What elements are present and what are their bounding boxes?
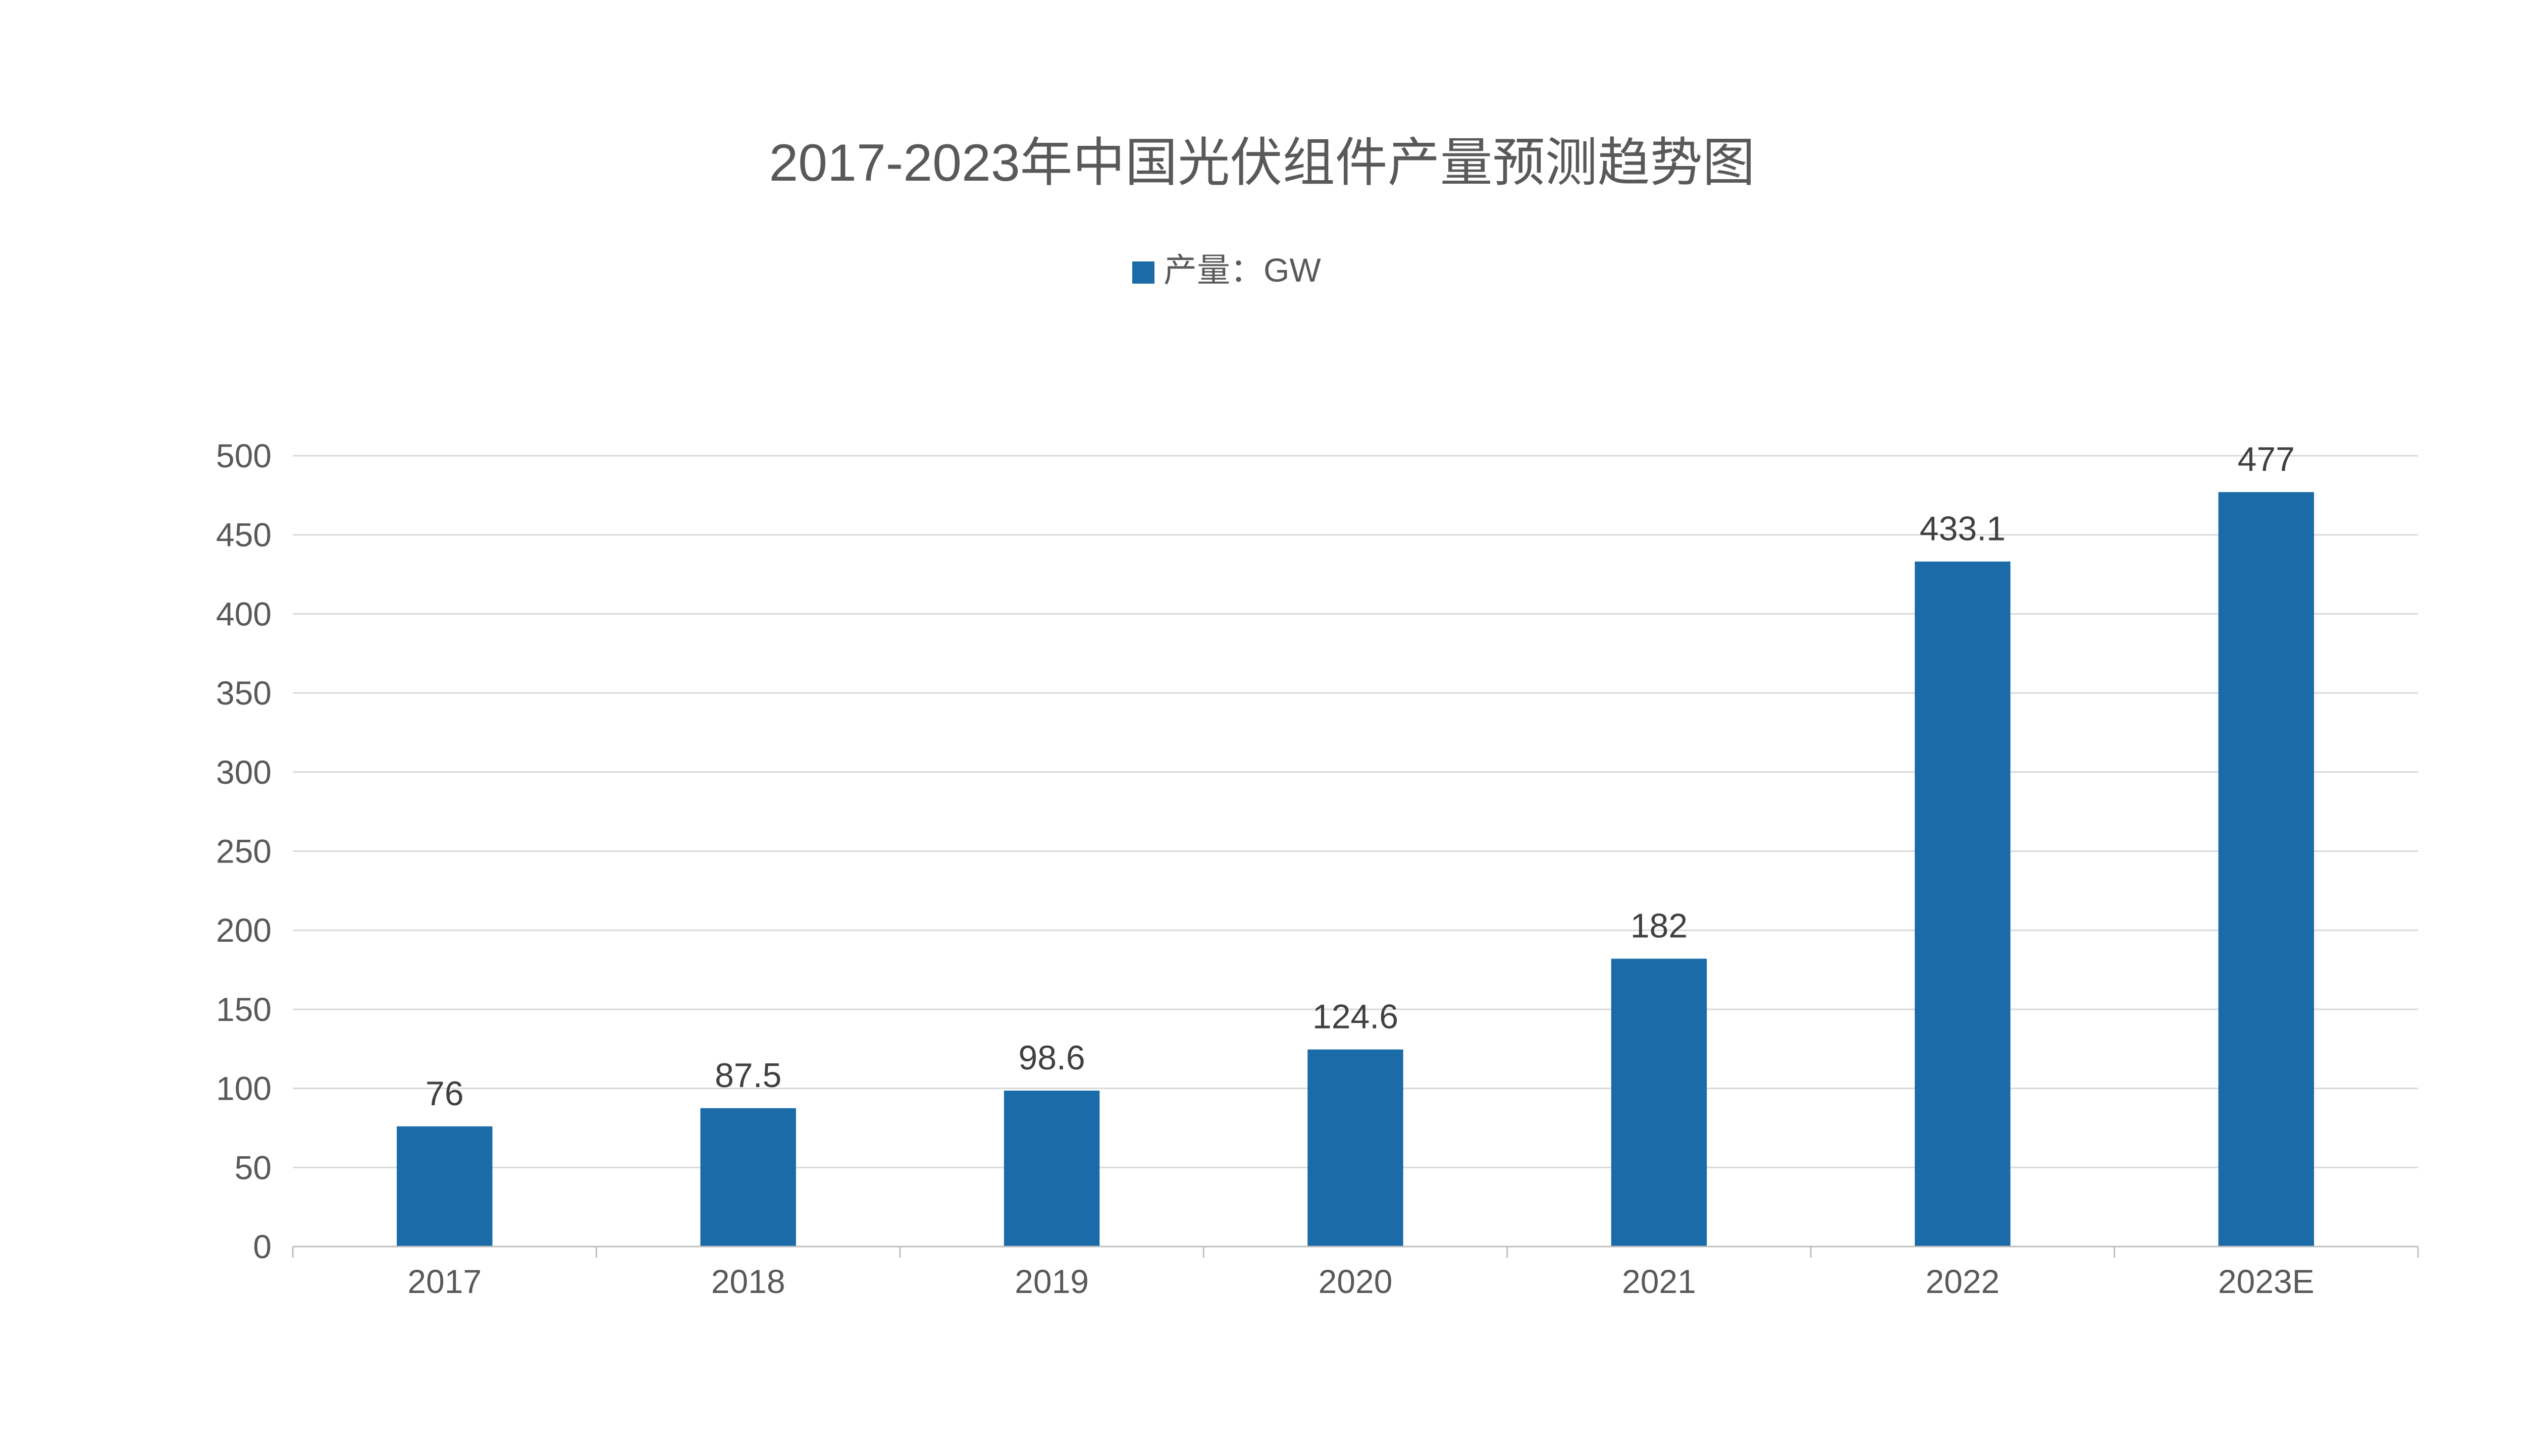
legend: 产量：GW bbox=[1132, 251, 1321, 289]
data-label-2020: 124.6 bbox=[1312, 998, 1398, 1036]
x-tick-label-2022: 2022 bbox=[1925, 1263, 2000, 1300]
y-tick-label: 350 bbox=[216, 674, 272, 712]
legend-swatch bbox=[1132, 261, 1154, 284]
x-tick-label-2019: 2019 bbox=[1015, 1263, 1089, 1300]
y-tick-label: 450 bbox=[216, 516, 272, 554]
y-tick-label: 50 bbox=[235, 1149, 272, 1186]
bar-2022 bbox=[1915, 561, 2011, 1247]
y-tick-label: 400 bbox=[216, 595, 272, 632]
bars bbox=[396, 492, 2315, 1247]
x-tick-label-2021: 2021 bbox=[1622, 1263, 1696, 1300]
bar-2018 bbox=[700, 1108, 796, 1247]
bar-2020 bbox=[1307, 1049, 1403, 1247]
bar-2019 bbox=[1004, 1090, 1100, 1247]
data-label-2021: 182 bbox=[1631, 907, 1688, 945]
y-tick-label: 200 bbox=[216, 911, 272, 949]
data-label-2023E: 477 bbox=[2238, 440, 2295, 478]
bar-2017 bbox=[396, 1126, 493, 1247]
bar-2023E bbox=[2218, 492, 2315, 1247]
legend-label: 产量：GW bbox=[1164, 251, 1321, 289]
y-tick-label: 0 bbox=[253, 1228, 272, 1265]
x-tick-label-2023E: 2023E bbox=[2218, 1263, 2315, 1300]
x-tick-label-2018: 2018 bbox=[711, 1263, 785, 1300]
x-axis: 2017 2018 2019 2020 2021 2022 2023E bbox=[292, 1246, 2419, 1300]
gridlines bbox=[293, 455, 2418, 1168]
data-label-2022: 433.1 bbox=[1920, 510, 2006, 548]
data-labels: 76 87.5 98.6 124.6 182 433.1 477 bbox=[426, 440, 2295, 1113]
data-label-2017: 76 bbox=[426, 1074, 464, 1113]
chart-title: 2017-2023年中国光伏组件产量预测趋势图 bbox=[769, 134, 1755, 192]
x-tick-label-2017: 2017 bbox=[407, 1263, 482, 1300]
data-label-2018: 87.5 bbox=[715, 1056, 781, 1095]
data-label-2019: 98.6 bbox=[1018, 1039, 1085, 1077]
y-tick-label: 100 bbox=[216, 1070, 272, 1107]
y-axis: 0 50 100 150 200 250 300 350 400 450 500 bbox=[216, 437, 272, 1265]
y-tick-label: 500 bbox=[216, 437, 272, 474]
x-tick-label-2020: 2020 bbox=[1319, 1263, 1393, 1300]
y-tick-label: 300 bbox=[216, 753, 272, 791]
y-tick-label: 150 bbox=[216, 991, 272, 1028]
bar-2021 bbox=[1611, 958, 1707, 1247]
y-tick-label: 250 bbox=[216, 833, 272, 870]
